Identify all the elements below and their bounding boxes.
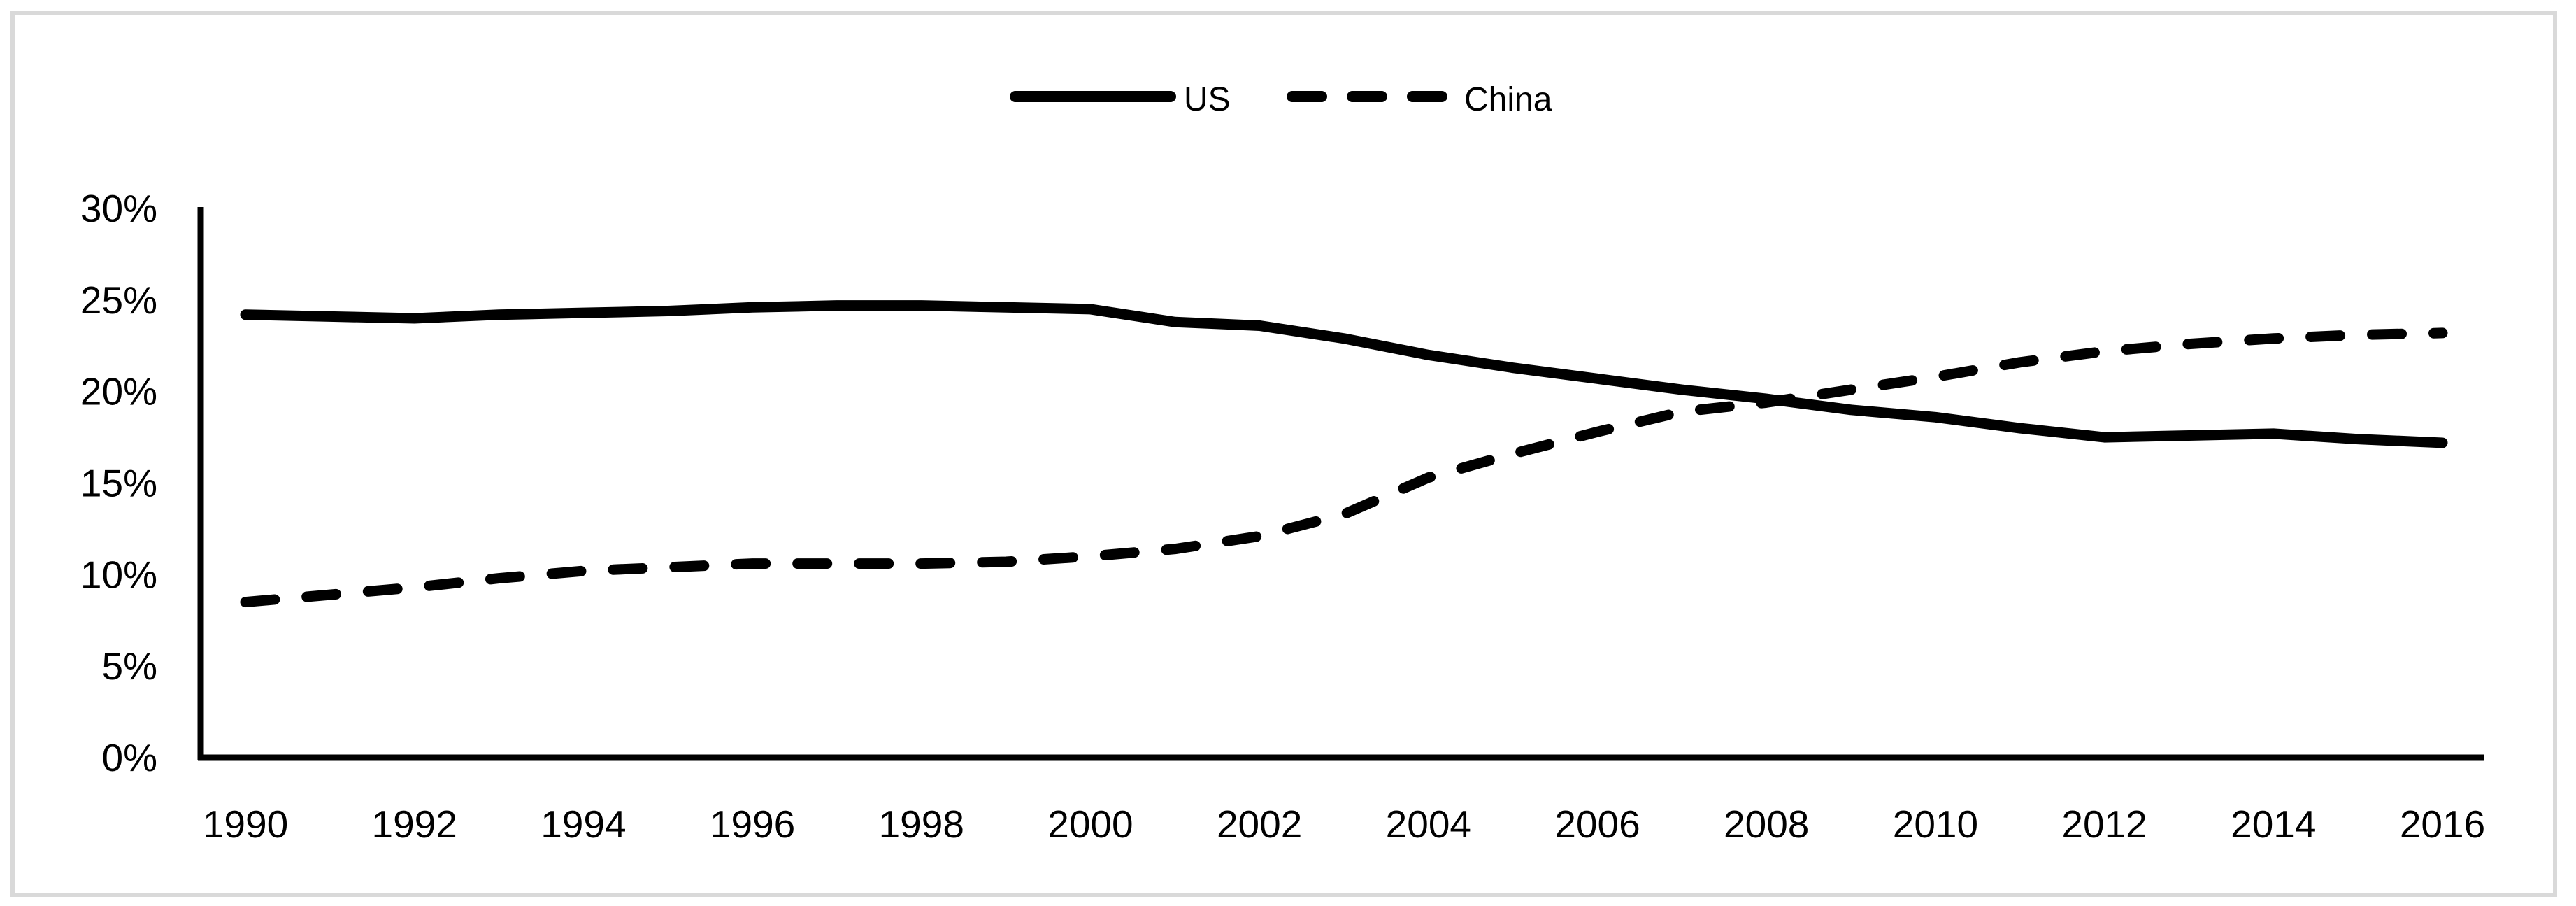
series-lines <box>240 300 2448 608</box>
x-tick-label: 2012 <box>2061 802 2147 846</box>
x-tick-label: 1990 <box>203 802 288 846</box>
y-tick-label: 20% <box>80 370 157 413</box>
axes <box>197 207 2484 761</box>
y-tick-label: 15% <box>80 462 157 505</box>
china-series-line <box>240 327 2448 608</box>
us-series-line <box>240 300 2448 448</box>
x-tick-label: 2010 <box>1893 802 1978 846</box>
y-tick-label: 10% <box>80 553 157 596</box>
x-axis-tick-labels: 1990 1992 1994 1996 1998 2000 2002 2004 2006 2008… <box>203 802 2485 846</box>
x-tick-label: 1998 <box>879 802 964 846</box>
y-tick-label: 25% <box>80 278 157 322</box>
y-tick-label: 0% <box>102 736 158 779</box>
x-tick-label: 2004 <box>1386 802 1471 846</box>
legend-us-label: US <box>1184 81 1231 118</box>
x-tick-label: 1992 <box>372 802 457 846</box>
x-tick-label: 2008 <box>1724 802 1809 846</box>
legend-china-label: China <box>1464 81 1552 118</box>
x-tick-label: 1996 <box>710 802 795 846</box>
y-axis-tick-labels: 0% 5% 10% 15% 20% 25% 30% <box>80 187 157 779</box>
legend: US China <box>1010 81 1552 118</box>
figure-border <box>10 11 2557 897</box>
x-tick-label: 2002 <box>1217 802 1302 846</box>
x-tick-label: 2000 <box>1047 802 1133 846</box>
y-tick-label: 30% <box>80 187 157 230</box>
x-tick-label: 1994 <box>541 802 626 846</box>
x-tick-label: 2014 <box>2231 802 2316 846</box>
x-tick-label: 2006 <box>1554 802 1640 846</box>
x-tick-label: 2016 <box>2400 802 2485 846</box>
y-tick-label: 5% <box>102 644 158 688</box>
